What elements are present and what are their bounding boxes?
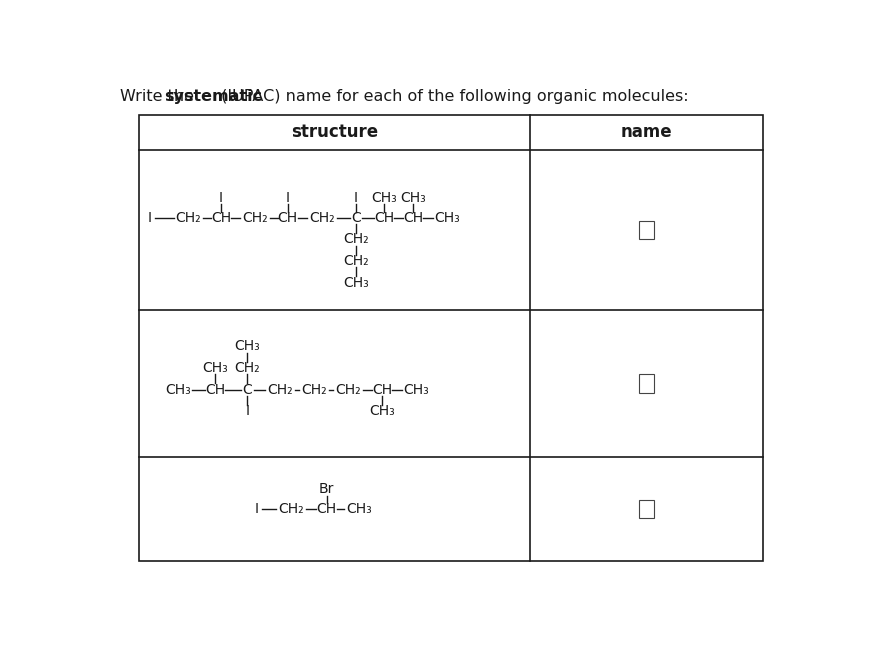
Text: CH: CH <box>403 211 423 225</box>
Bar <box>639 374 654 393</box>
Text: CH₂: CH₂ <box>336 382 361 397</box>
Text: Br: Br <box>319 482 334 496</box>
Text: CH: CH <box>374 211 394 225</box>
Text: CH₂: CH₂ <box>343 254 369 268</box>
Text: CH₂: CH₂ <box>301 382 327 397</box>
Bar <box>139 115 763 561</box>
Text: CH₂: CH₂ <box>243 211 268 225</box>
Text: CH₂: CH₂ <box>235 361 260 375</box>
Text: CH: CH <box>211 211 231 225</box>
Text: C: C <box>351 211 361 225</box>
Text: I: I <box>354 191 358 205</box>
Text: C: C <box>243 382 252 397</box>
Text: CH₂: CH₂ <box>309 211 335 225</box>
Text: CH: CH <box>205 382 225 397</box>
Text: CH₃: CH₃ <box>343 275 369 290</box>
Text: name: name <box>621 123 673 141</box>
Text: CH₂: CH₂ <box>278 502 304 516</box>
Text: CH₃: CH₃ <box>370 404 395 418</box>
Text: CH₂: CH₂ <box>176 211 201 225</box>
Text: I: I <box>219 191 223 205</box>
Text: (IUPAC) name for each of the following organic molecules:: (IUPAC) name for each of the following o… <box>216 89 689 104</box>
Text: CH: CH <box>316 502 336 516</box>
Bar <box>639 221 654 240</box>
Text: CH₂: CH₂ <box>343 233 369 246</box>
Text: systematic: systematic <box>164 89 262 104</box>
Text: CH: CH <box>372 382 392 397</box>
Text: CH₃: CH₃ <box>400 191 427 205</box>
Text: CH₂: CH₂ <box>267 382 293 397</box>
Text: CH₃: CH₃ <box>202 361 228 375</box>
Text: CH₃: CH₃ <box>165 382 191 397</box>
Text: I: I <box>148 211 152 225</box>
Text: I: I <box>255 502 258 516</box>
Text: Write the: Write the <box>120 89 200 104</box>
Text: I: I <box>245 404 250 418</box>
Text: CH₃: CH₃ <box>404 382 429 397</box>
Text: I: I <box>286 191 290 205</box>
Text: CH₃: CH₃ <box>371 191 397 205</box>
Text: structure: structure <box>291 123 378 141</box>
Text: CH₃: CH₃ <box>434 211 460 225</box>
Text: CH₃: CH₃ <box>346 502 372 516</box>
Bar <box>639 500 654 518</box>
Text: CH₃: CH₃ <box>235 340 260 354</box>
Text: CH: CH <box>278 211 298 225</box>
